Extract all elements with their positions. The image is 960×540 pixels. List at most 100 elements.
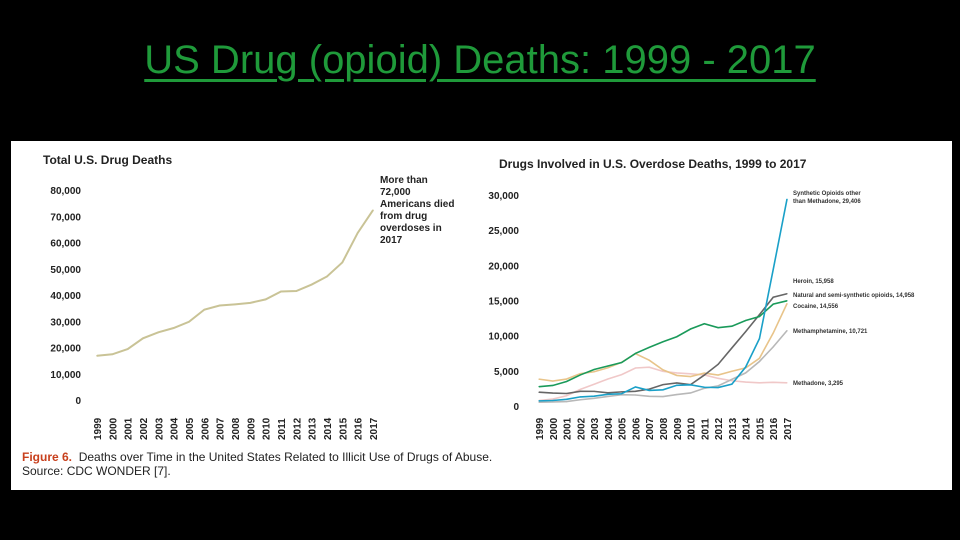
chart2-point-methadone: [593, 383, 595, 385]
chart2-point-synthetic: [607, 393, 609, 395]
chart2-point-heroin: [648, 388, 650, 390]
figure-text: Deaths over Time in the United States Re…: [78, 450, 493, 464]
chart2-point-synthetic: [745, 366, 747, 368]
chart2-point-methadone: [634, 367, 637, 369]
chart2-point-methadone: [579, 388, 581, 391]
chart2-xtick: 2005: [618, 417, 629, 440]
chart1-ytick: 30,000: [50, 317, 81, 328]
chart2-point-meth: [689, 392, 692, 394]
chart2-point-meth: [676, 393, 678, 396]
chart2-point-methadone: [772, 381, 774, 383]
chart1-xtick: 2011: [277, 418, 288, 440]
chart2-point-synthetic: [593, 395, 595, 397]
chart2-xtick: 2006: [631, 417, 642, 440]
chart1-point: [372, 209, 374, 212]
chart2-point-meth: [662, 395, 664, 398]
chart2-series-line-heroin: [538, 292, 788, 395]
chart2-point-cocaine: [607, 367, 609, 369]
chart2-point-methadone: [758, 382, 761, 384]
chart2-point-cocaine: [565, 378, 568, 380]
chart2-point-meth: [593, 397, 595, 399]
chart2-point-cocaine: [772, 332, 774, 334]
chart2-point-methadone: [786, 382, 788, 384]
chart1-annotation-line: 2017: [380, 235, 403, 246]
chart2-point-synthetic: [552, 399, 554, 402]
chart2-point-meth: [565, 400, 568, 403]
chart1-xtick: 2001: [124, 417, 135, 440]
chart2-point-meth: [772, 346, 774, 348]
chart2-point-cocaine: [731, 370, 733, 372]
chart1-annotation-line: More than: [380, 175, 428, 186]
chart1-annotation-line: 72,000: [380, 187, 411, 198]
chart2-point-methadone: [648, 366, 650, 368]
chart1-xtick: 2004: [170, 417, 181, 440]
chart2-ytick: 20,000: [488, 261, 519, 272]
chart2-ytick: 30,000: [488, 191, 519, 202]
chart2-point-cocaine: [662, 369, 664, 371]
chart2-point-heroin: [565, 392, 568, 395]
chart2-point-cocaine: [579, 373, 581, 375]
chart2-point-synthetic: [648, 389, 650, 392]
chart1-total-deaths-line: [96, 209, 374, 357]
chart2-point-synthetic: [703, 386, 705, 388]
chart1-xtick: 2014: [323, 417, 334, 440]
chart1-point: [234, 303, 236, 306]
chart2-point-meth: [745, 372, 747, 374]
chart2-xtick: 2015: [755, 417, 766, 440]
figure-source: Source: CDC WONDER [7].: [22, 464, 171, 478]
chart2-point-heroin: [703, 374, 705, 376]
chart2-point-meth: [552, 401, 554, 403]
chart2-series-label-meth: Methamphetamine, 10,721: [793, 329, 868, 335]
chart1-point: [111, 353, 114, 356]
chart1-point: [264, 298, 267, 301]
chart2-point-heroin: [731, 347, 733, 349]
chart2-point-cocaine: [538, 378, 540, 380]
chart2-xtick: 2014: [742, 417, 753, 440]
chart2-point-cocaine: [786, 303, 788, 305]
chart2-ytick: 0: [513, 402, 519, 413]
chart2-point-natural: [772, 303, 774, 305]
chart1-xtick: 2016: [354, 417, 365, 440]
chart1-annotation-line: overdoses in: [380, 223, 442, 234]
chart1-xtick: 2005: [185, 417, 196, 440]
chart1-ytick: 60,000: [50, 239, 81, 250]
chart2-point-synthetic: [676, 384, 678, 386]
chart2-point-meth: [758, 360, 761, 363]
chart1-point: [142, 337, 144, 340]
chart2-xtick: 2017: [783, 417, 794, 440]
chart2-point-synthetic: [621, 393, 623, 395]
chart2-ytick: 10,000: [488, 332, 519, 343]
chart2-point-synthetic: [634, 386, 637, 388]
chart2-point-cocaine: [648, 359, 650, 361]
chart2-point-synthetic: [538, 400, 540, 402]
chart2-point-synthetic: [772, 268, 774, 271]
chart2-xtick: 2001: [563, 417, 574, 440]
chart2-point-heroin: [676, 382, 678, 384]
chart2-point-cocaine: [717, 374, 719, 376]
chart2-point-natural: [579, 374, 581, 376]
chart2-point-heroin: [717, 363, 719, 365]
chart2-point-natural: [634, 352, 637, 355]
chart2-xtick: 2008: [659, 417, 670, 440]
chart2-point-meth: [634, 394, 637, 396]
chart2-point-synthetic: [579, 396, 581, 398]
chart1-ytick: 10,000: [50, 370, 81, 381]
chart1-point: [326, 275, 328, 278]
chart2-point-natural: [565, 380, 568, 383]
chart2-ytick: 15,000: [488, 297, 519, 308]
chart2-point-methadone: [731, 380, 733, 382]
chart2-point-meth: [786, 329, 788, 332]
chart2-point-meth: [579, 399, 581, 401]
chart1-xtick: 2010: [262, 417, 273, 440]
chart2-point-natural: [703, 323, 705, 325]
chart2-xtick: 2010: [687, 417, 698, 440]
chart1-point: [203, 308, 206, 311]
chart2-point-natural: [621, 361, 623, 364]
chart1-point: [295, 290, 298, 292]
chart1-point: [341, 261, 344, 264]
chart2-xtick: 2000: [549, 417, 560, 440]
chart2-point-natural: [648, 346, 650, 348]
chart2-xtick: 2002: [576, 417, 587, 440]
chart2-point-heroin: [593, 390, 595, 392]
chart2-xtick: 2004: [604, 417, 615, 440]
